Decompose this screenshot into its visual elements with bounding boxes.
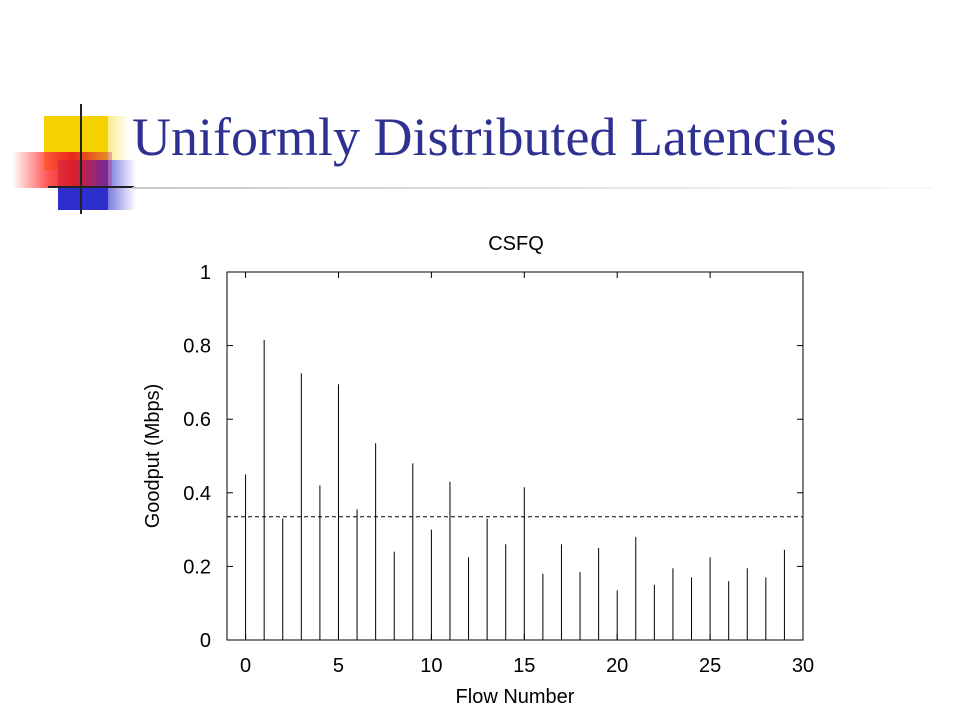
x-tick-label: 30: [792, 655, 814, 677]
y-tick-label: 0.8: [183, 336, 211, 358]
x-tick-label: 10: [420, 655, 442, 677]
plot-frame: [226, 271, 804, 641]
bars: [245, 340, 785, 640]
x-tick-label: 0: [240, 655, 251, 677]
x-tick-label: 5: [333, 655, 344, 677]
decor-horizontal-line: [48, 186, 134, 188]
x-tick-label: 20: [606, 655, 628, 677]
y-tick-label: 0.2: [183, 556, 211, 578]
slide-title: Uniformly Distributed Latencies: [132, 107, 837, 167]
chart-title: CSFQ: [488, 233, 544, 255]
title-underline: [132, 187, 932, 189]
decor-red-bar: [12, 152, 112, 188]
y-axis-label: Goodput (Mbps): [142, 384, 164, 529]
x-tick-label: 25: [699, 655, 721, 677]
decor-vertical-line: [80, 104, 82, 214]
y-tick-label: 0: [200, 630, 211, 652]
y-axis: 0 0.2 0.4 0.6 0.8 1: [183, 262, 803, 652]
y-tick-label: 0.6: [183, 409, 211, 431]
y-tick-label: 0.4: [183, 483, 211, 505]
x-tick-label: 15: [513, 655, 535, 677]
y-tick-label: 1: [200, 262, 211, 284]
x-axis: 0 5 10 15 20 25 30: [240, 272, 814, 677]
x-axis-label: Flow Number: [456, 686, 575, 708]
